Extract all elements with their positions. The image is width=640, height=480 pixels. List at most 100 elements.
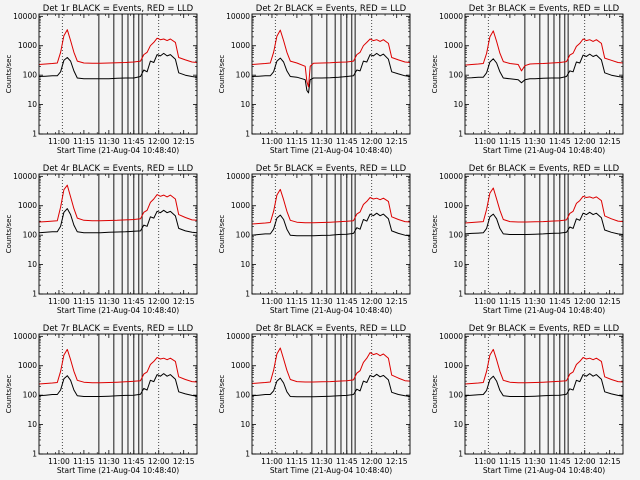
y-axis-label: Counts/sec <box>431 375 439 414</box>
y-tick-label: 10 <box>27 260 37 269</box>
y-tick-label: 1 <box>458 130 463 139</box>
series-lld <box>38 184 198 223</box>
x-tick-label: 12:15 <box>386 297 408 306</box>
y-axis-label: Counts/sec <box>431 55 439 94</box>
y-tick-label: 10000 <box>226 172 250 181</box>
series-lld <box>251 29 411 88</box>
x-axis-label: Start Time (21-Aug-04 10:48:40) <box>270 306 392 315</box>
x-tick-label: 11:15 <box>73 297 95 306</box>
panel-det-7: Det 7r BLACK = Events, RED = LLD 1 10 100 10… <box>5 324 198 475</box>
x-tick-label: 12:15 <box>599 137 621 146</box>
x-tick-label: 12:00 <box>361 297 383 306</box>
y-axis-label: Counts/sec <box>5 55 13 94</box>
x-tick-label: 12:15 <box>599 297 621 306</box>
x-tick-label: 11:30 <box>98 297 120 306</box>
y-tick-label: 100 <box>23 391 38 400</box>
y-tick-label: 10000 <box>13 12 37 21</box>
series-events <box>251 212 411 237</box>
x-tick-label: 12:15 <box>173 457 195 466</box>
y-axis-label: Counts/sec <box>431 215 439 254</box>
x-tick-label: 12:00 <box>148 297 170 306</box>
plot-frame <box>251 13 411 135</box>
y-tick-label: 10000 <box>13 172 37 181</box>
y-tick-label: 1000 <box>231 201 250 210</box>
x-axis-label: Start Time (21-Aug-04 10:48:40) <box>57 146 179 155</box>
y-axis-label: Counts/sec <box>218 55 226 94</box>
plot-frame <box>38 13 198 135</box>
y-tick-label: 10 <box>453 420 463 429</box>
panel-det-8: Det 8r BLACK = Events, RED = LLD 1 10 100 10… <box>218 324 411 475</box>
x-tick-label: 12:00 <box>148 137 170 146</box>
series-events <box>251 52 411 94</box>
panel-title: Det 8r BLACK = Events, RED = LLD <box>256 324 407 334</box>
x-tick-label: 11:45 <box>549 137 571 146</box>
panel-title: Det 9r BLACK = Events, RED = LLD <box>469 324 620 334</box>
panel-title: Det 5r BLACK = Events, RED = LLD <box>256 164 407 174</box>
y-tick-label: 10000 <box>13 332 37 341</box>
y-tick-label: 100 <box>449 71 464 80</box>
y-tick-label: 100 <box>236 71 251 80</box>
y-tick-label: 1000 <box>444 201 463 210</box>
x-axis-label: Start Time (21-Aug-04 10:48:40) <box>270 466 392 475</box>
x-tick-label: 12:00 <box>148 457 170 466</box>
y-tick-label: 10 <box>240 260 250 269</box>
series-events <box>38 52 198 80</box>
series-lld <box>38 29 198 65</box>
x-tick-label: 11:45 <box>549 297 571 306</box>
y-tick-label: 1000 <box>18 361 37 370</box>
y-tick-label: 1 <box>32 130 37 139</box>
x-tick-label: 11:30 <box>98 457 120 466</box>
x-tick-label: 11:15 <box>499 137 521 146</box>
y-tick-label: 10 <box>27 100 37 109</box>
x-tick-label: 12:15 <box>173 137 195 146</box>
plot-frame <box>464 13 624 135</box>
x-tick-label: 11:45 <box>336 297 358 306</box>
x-tick-label: 11:15 <box>286 297 308 306</box>
x-tick-label: 12:15 <box>599 457 621 466</box>
y-axis-label: Counts/sec <box>218 375 226 414</box>
panel-det-2: Det 2r BLACK = Events, RED = LLD 1 10 100 10… <box>218 4 411 155</box>
series-lld <box>38 348 198 385</box>
x-tick-label: 11:00 <box>474 457 496 466</box>
y-tick-label: 100 <box>449 231 464 240</box>
x-tick-label: 11:30 <box>311 297 333 306</box>
x-axis-label: Start Time (21-Aug-04 10:48:40) <box>483 146 605 155</box>
x-tick-label: 11:45 <box>123 297 145 306</box>
y-tick-label: 10000 <box>439 332 463 341</box>
x-axis-label: Start Time (21-Aug-04 10:48:40) <box>483 466 605 475</box>
x-tick-label: 11:45 <box>549 457 571 466</box>
plot-frame <box>38 333 198 455</box>
x-tick-label: 11:45 <box>123 457 145 466</box>
x-tick-label: 11:00 <box>261 457 283 466</box>
y-axis-label: Counts/sec <box>218 215 226 254</box>
x-tick-label: 11:45 <box>336 457 358 466</box>
x-tick-label: 11:15 <box>73 137 95 146</box>
series-events <box>38 208 198 234</box>
series-lld <box>464 187 624 224</box>
x-tick-label: 12:00 <box>574 457 596 466</box>
plot-frame <box>38 173 198 295</box>
plot-frame <box>251 173 411 295</box>
x-tick-label: 12:15 <box>386 457 408 466</box>
x-tick-label: 11:15 <box>286 137 308 146</box>
y-tick-label: 100 <box>236 231 251 240</box>
panel-det-6: Det 6r BLACK = Events, RED = LLD 1 10 100 10… <box>431 164 624 315</box>
plot-frame <box>464 173 624 295</box>
x-tick-label: 11:30 <box>524 297 546 306</box>
x-axis-label: Start Time (21-Aug-04 10:48:40) <box>483 306 605 315</box>
x-tick-label: 11:30 <box>311 457 333 466</box>
panel-det-3: Det 3r BLACK = Events, RED = LLD 1 10 100 10… <box>431 4 624 155</box>
x-tick-label: 11:30 <box>98 137 120 146</box>
series-lld <box>251 347 411 384</box>
panel-det-4: Det 4r BLACK = Events, RED = LLD 1 10 100 10… <box>5 164 198 315</box>
x-tick-label: 11:15 <box>499 457 521 466</box>
series-events <box>464 53 624 84</box>
series-lld <box>251 188 411 225</box>
x-tick-label: 11:45 <box>123 137 145 146</box>
y-tick-label: 10000 <box>226 12 250 21</box>
y-tick-label: 1 <box>458 450 463 459</box>
y-tick-label: 10000 <box>226 332 250 341</box>
series-events <box>38 373 198 397</box>
y-tick-label: 1000 <box>18 201 37 210</box>
